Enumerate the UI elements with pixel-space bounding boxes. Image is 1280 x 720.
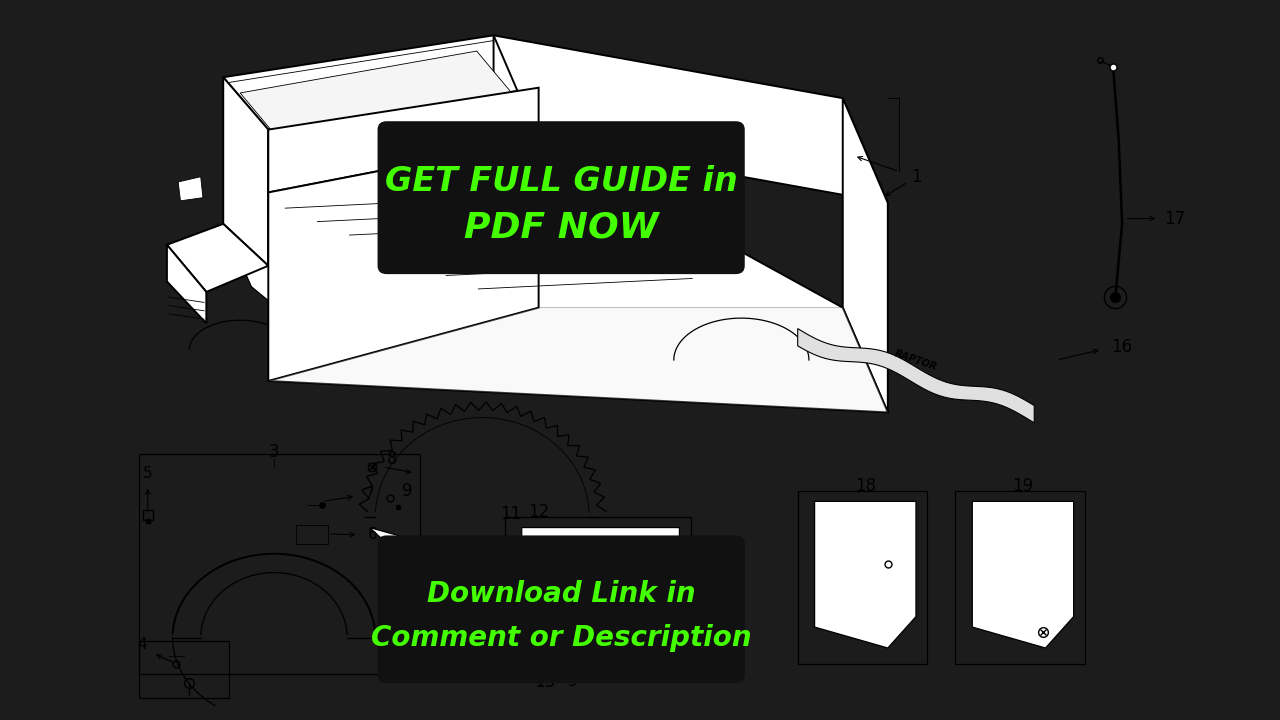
Polygon shape (269, 140, 888, 413)
Polygon shape (973, 501, 1074, 648)
Text: 9: 9 (402, 482, 412, 500)
Text: 14: 14 (540, 562, 559, 577)
Polygon shape (269, 307, 888, 413)
Text: 16: 16 (1111, 338, 1133, 356)
Bar (138, 641, 229, 698)
Text: 3: 3 (269, 444, 279, 462)
Text: 19: 19 (1012, 477, 1033, 495)
Text: 8: 8 (387, 451, 398, 469)
Text: 1: 1 (910, 168, 922, 186)
Polygon shape (494, 35, 539, 224)
Text: 10: 10 (500, 539, 520, 554)
Bar (955, 491, 1085, 664)
Text: 13: 13 (534, 672, 556, 690)
Bar (504, 517, 691, 680)
FancyBboxPatch shape (378, 121, 745, 274)
Polygon shape (178, 176, 204, 201)
Polygon shape (494, 35, 888, 203)
Bar (797, 491, 927, 664)
Polygon shape (269, 88, 539, 192)
Text: RAPTOR: RAPTOR (893, 348, 938, 372)
Text: 17: 17 (1165, 210, 1185, 228)
Text: Comment or Description: Comment or Description (371, 624, 751, 652)
Text: 11: 11 (499, 505, 521, 523)
Text: 6: 6 (369, 527, 378, 542)
Polygon shape (269, 140, 539, 381)
Polygon shape (370, 528, 494, 580)
Text: 15: 15 (540, 591, 559, 606)
Polygon shape (223, 224, 302, 328)
Polygon shape (814, 501, 916, 648)
Text: GET FULL GUIDE in: GET FULL GUIDE in (385, 165, 737, 198)
Polygon shape (269, 88, 539, 266)
Polygon shape (522, 528, 680, 669)
Polygon shape (223, 35, 539, 130)
Polygon shape (842, 98, 888, 413)
Polygon shape (166, 245, 206, 323)
Text: 5: 5 (143, 466, 152, 481)
Polygon shape (223, 77, 269, 266)
Bar (138, 454, 420, 674)
Text: 5: 5 (567, 674, 577, 689)
Text: 18: 18 (855, 477, 876, 495)
Text: 7: 7 (365, 487, 375, 502)
Text: 4: 4 (137, 637, 147, 652)
Bar (297, 526, 328, 544)
FancyBboxPatch shape (378, 536, 745, 683)
Polygon shape (166, 224, 269, 292)
Polygon shape (797, 328, 1034, 423)
Text: PDF NOW: PDF NOW (463, 211, 658, 245)
Text: Download Link in: Download Link in (426, 580, 695, 608)
Text: 12: 12 (527, 503, 549, 521)
Polygon shape (241, 51, 516, 140)
